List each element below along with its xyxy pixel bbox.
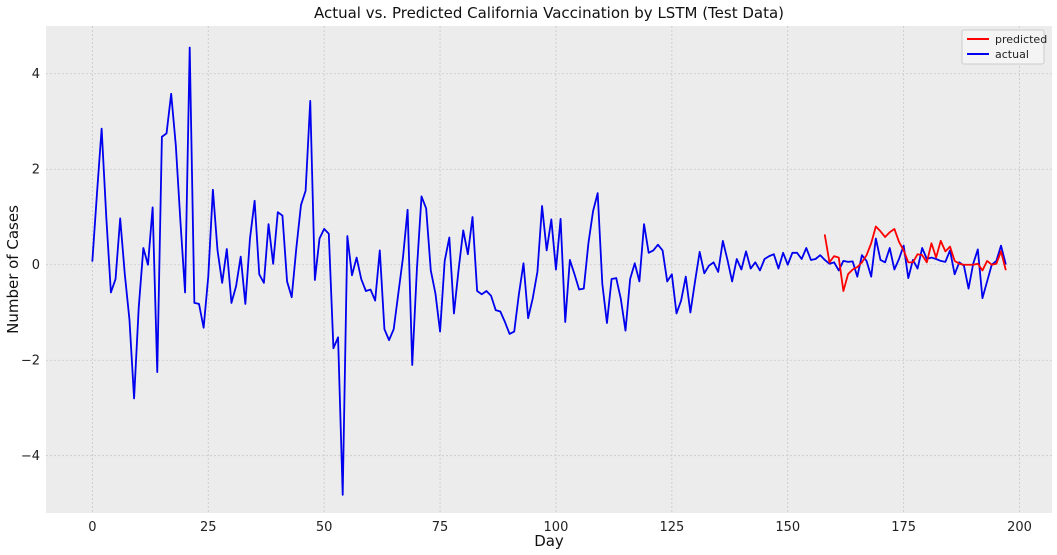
grid xyxy=(46,26,1052,513)
x-tick-label: 200 xyxy=(1007,520,1032,535)
x-tick-label: 75 xyxy=(432,520,449,535)
x-tick-label: 175 xyxy=(891,520,916,535)
series-line-predicted xyxy=(823,225,1007,292)
legend-label-actual: actual xyxy=(995,48,1029,61)
y-tick-label: 4 xyxy=(32,67,40,82)
x-tick-label: 125 xyxy=(659,520,684,535)
series-line-actual xyxy=(91,46,1007,496)
y-axis-ticks: −4 −2 0 2 4 xyxy=(21,67,40,464)
y-tick-label: −4 xyxy=(21,449,40,464)
x-tick-label: 25 xyxy=(200,520,217,535)
y-tick-label: 2 xyxy=(32,163,40,178)
x-tick-label: 0 xyxy=(88,520,96,535)
chart-title: Actual vs. Predicted California Vaccinat… xyxy=(314,4,784,22)
x-axis-label: Day xyxy=(534,532,564,550)
legend: predicted actual xyxy=(961,29,1047,65)
y-axis-label: Number of Cases xyxy=(4,205,22,334)
x-axis-ticks: 0 25 50 75 100 125 150 175 200 xyxy=(88,520,1032,535)
plot-area xyxy=(46,26,1052,513)
x-tick-label: 150 xyxy=(775,520,800,535)
legend-label-predicted: predicted xyxy=(995,33,1047,46)
x-tick-label: 100 xyxy=(544,520,569,535)
y-tick-label: −2 xyxy=(21,354,40,369)
x-tick-label: 50 xyxy=(316,520,333,535)
y-tick-label: 0 xyxy=(32,258,40,273)
series-layer xyxy=(91,46,1007,496)
